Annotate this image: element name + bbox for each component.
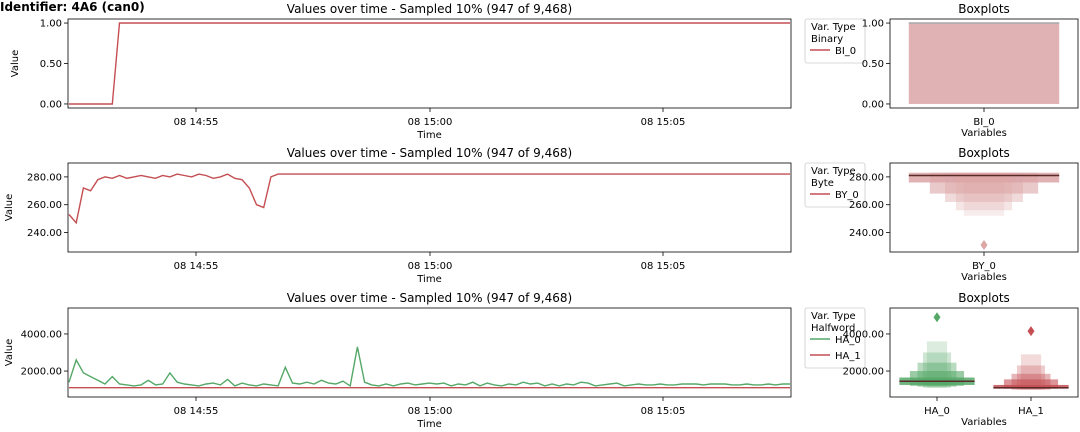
boxplot-x-tick-label: HA_1 [1018,406,1044,417]
boxplot-x-axis-label: Variables [961,128,1007,139]
legend-box [804,307,866,369]
chart-halfword: Values over time - Sampled 10% (947 of 9… [4,291,1079,430]
chart-title: Values over time - Sampled 10% (947 of 9… [287,146,572,160]
y-tick-label: 0.00 [40,99,62,110]
boxplot-y-tick-label: 280.00 [849,172,884,183]
x-axis-label: Time [416,419,441,430]
boxplot-y-tick-label: 260.00 [849,200,884,211]
boxplot-box-HA_0 [926,341,948,388]
legend-box [804,162,866,208]
chart-byte: Values over time - Sampled 10% (947 of 9… [4,146,1079,285]
legend-label-HA_1: HA_1 [835,351,861,362]
boxplot-outlier-BY_0 [980,240,988,251]
plot-frame [67,162,792,253]
chart-binary: Values over time - Sampled 10% (947 of 9… [10,2,1079,141]
boxplot-box-BY_0 [963,172,1005,216]
y-tick-label: 0.50 [40,59,62,70]
chart-title: Values over time - Sampled 10% (947 of 9… [287,291,572,305]
boxplot-box-BY_0 [929,172,1039,194]
legend-label-BI_0: BI_0 [835,46,856,57]
legend-title: Var. Type [811,166,856,177]
boxplot-box-HA_1 [1020,354,1042,390]
boxplot-box-BY_0 [945,172,1023,202]
legend-label-HA_0: HA_0 [835,335,861,346]
boxplot-x-tick-label: BI_0 [973,117,994,128]
legend-title: Binary [811,34,843,45]
page-title: Identifier: 4A6 (can0) [0,0,145,14]
boxplot-outlier-HA_1 [1027,326,1035,337]
boxplot-x-axis-label: Variables [961,272,1007,283]
boxplot-title: Boxplots [958,291,1010,305]
boxplot-box-BI_0 [908,23,1060,104]
boxplot-box-HA_1 [1003,379,1059,389]
boxplot-y-tick-label: 4000.00 [843,329,884,340]
x-axis-label: Time [416,130,441,141]
x-tick-label: 08 14:55 [174,117,219,128]
x-tick-label: 08 15:05 [641,261,686,272]
x-tick-label: 08 15:00 [408,117,453,128]
boxplot-box-HA_1 [1016,365,1046,390]
boxplot-y-tick-label: 2000.00 [843,367,884,378]
x-tick-label: 08 15:00 [408,406,453,417]
x-tick-label: 08 15:05 [641,406,686,417]
boxplot-y-tick-label: 1.00 [862,19,884,30]
x-tick-label: 08 14:55 [174,406,219,417]
x-tick-label: 08 15:00 [408,261,453,272]
boxplot-title: Boxplots [958,146,1010,160]
x-tick-label: 08 14:55 [174,261,219,272]
y-tick-label: 2000.00 [21,367,62,378]
boxplot-box-BY_0 [955,172,1013,211]
y-axis-label: Value [10,50,21,77]
y-tick-label: 1.00 [40,19,62,30]
series-line-HA_0 [68,346,790,388]
y-axis-label: Value [4,339,15,366]
y-tick-label: 280.00 [27,172,62,183]
plot-frame [67,18,792,109]
y-tick-label: 240.00 [27,228,62,239]
legend-box [804,18,866,64]
series-line-BI_0 [69,22,790,105]
y-tick-label: 4000.00 [21,329,62,340]
y-tick-label: 260.00 [27,200,62,211]
x-axis-label: Time [416,274,441,285]
y-axis-label: Value [4,194,15,221]
boxplot-box-HA_1 [1011,373,1051,390]
plot-frame [67,307,792,398]
boxplot-outlier-HA_0 [933,312,941,323]
boxplot-y-tick-label: 0.00 [862,99,884,110]
boxplot-box-HA_0 [909,371,965,386]
boxplot-x-axis-label: Variables [961,417,1007,428]
boxplot-title: Boxplots [958,2,1010,16]
boxplot-y-tick-label: 240.00 [849,228,884,239]
boxplot-frame [889,307,1079,398]
chart-title: Values over time - Sampled 10% (947 of 9… [287,2,572,16]
boxplot-box-HA_0 [917,362,957,387]
series-line-BY_0 [68,173,790,225]
legend-title: Halfword [811,323,855,334]
boxplot-x-tick-label: HA_0 [924,406,950,417]
x-tick-label: 08 15:05 [641,117,686,128]
boxplot-x-tick-label: BY_0 [972,261,996,272]
legend-title: Var. Type [811,311,856,322]
boxplot-y-tick-label: 0.50 [862,59,884,70]
legend-label-BY_0: BY_0 [835,190,859,201]
legend-title: Byte [811,178,834,189]
legend-title: Var. Type [811,22,856,33]
